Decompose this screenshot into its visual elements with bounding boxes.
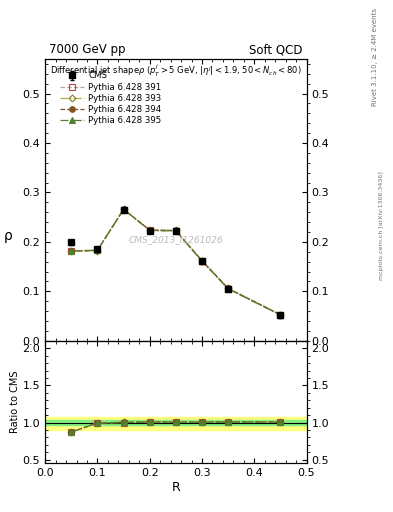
Pythia 6.428 394: [147, 227, 152, 233]
Pythia 6.428 391: [95, 247, 100, 253]
Pythia 6.428 393: [69, 248, 74, 254]
Pythia 6.428 391: [69, 248, 74, 254]
Bar: [45, 420, 307, 425]
Legend: CMS, Pythia 6.428 391, Pythia 6.428 393, Pythia 6.428 394, Pythia 6.428 395: CMS, Pythia 6.428 391, Pythia 6.428 393,…: [57, 69, 164, 127]
Pythia 6.428 394: [278, 311, 283, 317]
Pythia 6.428 393: [200, 258, 204, 264]
Pythia 6.428 391: [278, 312, 283, 318]
Text: ρ: ρ: [4, 228, 12, 243]
Pythia 6.428 395: [121, 206, 126, 212]
Pythia 6.428 395: [278, 312, 283, 318]
Pythia 6.428 394: [69, 248, 74, 254]
Pythia 6.428 393: [278, 311, 283, 317]
Pythia 6.428 393: [174, 227, 178, 233]
Text: Soft QCD: Soft QCD: [249, 44, 303, 56]
Y-axis label: Ratio to CMS: Ratio to CMS: [10, 371, 20, 433]
Pythia 6.428 394: [121, 206, 126, 212]
Text: 7000 GeV pp: 7000 GeV pp: [49, 44, 126, 56]
Line: Pythia 6.428 395: Pythia 6.428 395: [68, 206, 283, 318]
Pythia 6.428 391: [174, 228, 178, 234]
Pythia 6.428 391: [226, 286, 231, 292]
Line: Pythia 6.428 393: Pythia 6.428 393: [69, 207, 283, 317]
Line: Pythia 6.428 391: Pythia 6.428 391: [68, 207, 283, 318]
Pythia 6.428 391: [121, 207, 126, 213]
X-axis label: R: R: [171, 481, 180, 494]
Text: Differential jet shape$\rho$ ($p_T^j$$>$5 GeV, $|\eta^j|$$<$1.9, 50$<N_{ch}<$80): Differential jet shape$\rho$ ($p_T^j$$>$…: [50, 63, 302, 79]
Pythia 6.428 393: [226, 285, 231, 291]
Line: Pythia 6.428 394: Pythia 6.428 394: [68, 206, 283, 317]
Pythia 6.428 395: [174, 228, 178, 234]
Text: Rivet 3.1.10, ≥ 2.4M events: Rivet 3.1.10, ≥ 2.4M events: [372, 8, 378, 106]
Pythia 6.428 395: [226, 286, 231, 292]
Pythia 6.428 393: [121, 206, 126, 212]
Pythia 6.428 393: [95, 248, 100, 254]
Pythia 6.428 391: [200, 258, 204, 264]
Pythia 6.428 394: [174, 227, 178, 233]
Pythia 6.428 395: [147, 227, 152, 233]
Text: mcplots.cern.ch [arXiv:1306.3436]: mcplots.cern.ch [arXiv:1306.3436]: [379, 171, 384, 280]
Bar: [45, 417, 307, 430]
Text: CMS_2013_I1261026: CMS_2013_I1261026: [129, 235, 223, 244]
Pythia 6.428 395: [95, 247, 100, 253]
Pythia 6.428 395: [69, 248, 74, 254]
Pythia 6.428 391: [147, 227, 152, 233]
Pythia 6.428 395: [200, 258, 204, 264]
Pythia 6.428 394: [95, 247, 100, 253]
Pythia 6.428 394: [200, 258, 204, 264]
Pythia 6.428 394: [226, 285, 231, 291]
Pythia 6.428 393: [147, 227, 152, 233]
